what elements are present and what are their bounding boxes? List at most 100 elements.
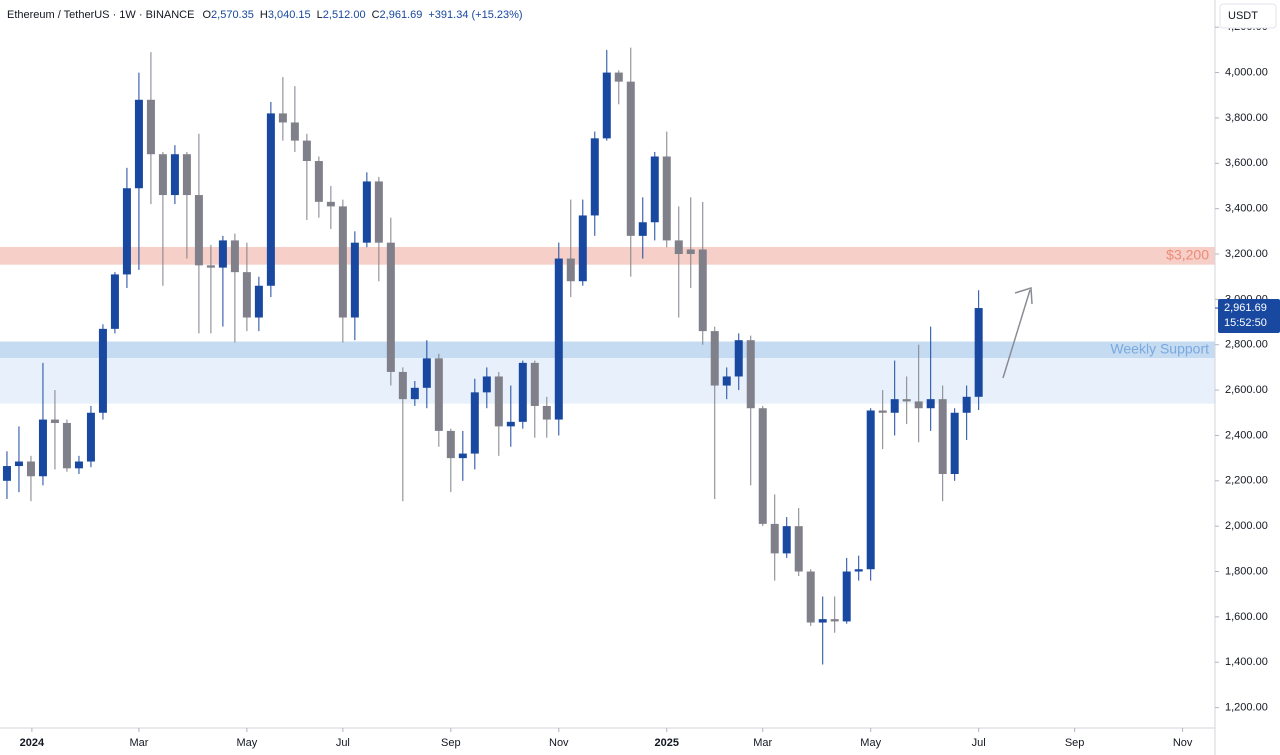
change: +391.34 (+15.23%) [428,9,522,21]
ohlc-value: 2,570.35 [211,9,254,21]
candle-body [98,328,107,413]
zone-label: Weekly Support [1110,341,1209,357]
candle-body [914,401,923,409]
candle-body [278,113,287,123]
candle-body [314,161,323,202]
y-tick-label: 1,200.00 [1225,701,1268,713]
candle-body [422,358,431,388]
x-tick-label: 2024 [20,737,45,749]
candle-body [818,619,827,623]
candle-body [578,215,587,282]
candle-body [830,619,839,622]
candle-body [122,188,131,275]
candle-body [110,274,119,329]
currency-box [1219,3,1277,29]
y-tick-label: 2,400.00 [1225,429,1268,441]
candle-body [698,249,707,332]
y-tick-label: 3,400.00 [1225,203,1268,215]
candle-body [410,387,419,400]
candle-body [554,258,563,420]
candle-body [854,569,863,572]
y-tick-label: 1,800.00 [1225,565,1268,577]
candle-body [194,195,203,266]
y-tick-label: 3,600.00 [1225,157,1268,169]
candle-body [158,154,167,196]
x-tick-label: Jul [972,737,986,749]
candle-body [602,72,611,139]
candle-body [926,399,935,409]
candle-body [290,122,299,141]
header-line: Ethereum / TetherUS · 1W · BINANCE O2,570… [7,9,523,21]
axes: 1,200.00 1,400.00 1,600.00 1,800.00 2,000.00… [20,21,1280,749]
header: Ethereum / TetherUS · 1W · BINANCE O2,570… [7,9,523,21]
candle-body [614,72,623,82]
ohlc-label: L [317,9,323,21]
candle-body [590,138,599,216]
candle-body [962,396,971,413]
zone-label: $3,200 [1166,247,1209,263]
y-tick-label: 3,200.00 [1225,248,1268,260]
x-tick-label: May [860,737,881,749]
candle-body [782,526,791,554]
currency: USDT [1228,10,1258,22]
candle-body [734,340,743,377]
candles [2,47,983,665]
x-tick-label: Sep [441,737,461,749]
candle-body [182,154,191,196]
candle-body [650,156,659,223]
candle-body [506,421,515,427]
y-tick-label: 2,000.00 [1225,520,1268,532]
candle-body [470,392,479,454]
candle-body [518,362,527,422]
arrow-line [1002,289,1031,379]
candle-body [74,461,83,469]
candle-body [674,240,683,255]
x-tick-label: Jul [336,737,350,749]
ohlc-value: 2,512.00 [323,9,366,21]
candle-body [134,99,143,189]
ohlc-label: H [260,9,268,21]
candle-body [626,81,635,236]
candle-body [62,422,71,469]
candle-body [938,399,947,474]
candle-body [242,272,251,318]
candle-body [842,571,851,622]
candle-body [350,242,359,318]
candle-body [758,408,767,524]
candle-body [794,526,803,572]
y-tick-label: 4,000.00 [1225,66,1268,78]
candle-body [14,461,23,467]
candle-body [902,399,911,402]
x-tick-label: May [236,737,257,749]
candle-body [2,466,11,481]
candle-body [866,410,875,570]
candle-body [326,201,335,207]
y-tick-label: 1,600.00 [1225,611,1268,623]
candle-body [662,156,671,241]
y-tick-label: 2,600.00 [1225,384,1268,396]
candle-body [950,412,959,474]
candle-body [38,419,47,477]
candle-body [362,181,371,243]
x-tick-label: Nov [549,737,569,749]
ohlc-value: 3,040.15 [268,9,311,21]
zones: $3,200 Weekly Support [0,247,1215,404]
y-tick-label: 3,800.00 [1225,112,1268,124]
candle-body [710,331,719,386]
x-tick-label: Mar [753,737,772,749]
candle-body [722,376,731,386]
candle-body [146,99,155,155]
candle-body [266,113,275,286]
candle-body [434,358,443,431]
candle-body [878,410,887,413]
last-price-tag [1218,299,1280,334]
zone [0,341,1215,359]
candle-body [50,419,59,423]
countdown: 15:52:50 [1224,317,1267,329]
candle-body [398,371,407,400]
candle-body [686,249,695,255]
x-tick-label: 2025 [655,737,679,749]
zone [0,358,1215,404]
ohlc-label: C [372,9,380,21]
